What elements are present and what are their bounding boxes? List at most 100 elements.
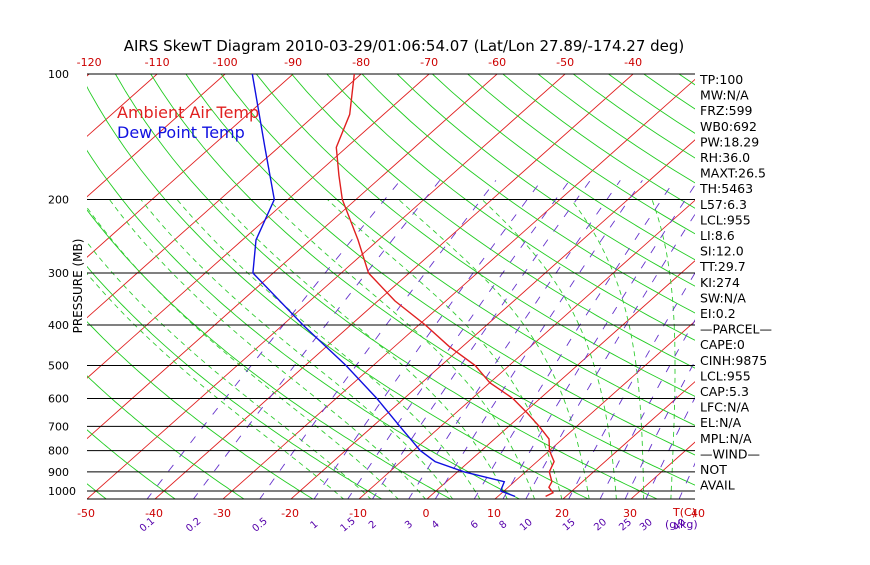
mixing-ratio-tick-label: 2 [367, 519, 379, 532]
moist-adiabat-line [56, 200, 372, 500]
stat-item: LCL:955 [700, 368, 751, 383]
mixing-ratio-tick-label: 8 [498, 519, 510, 532]
stat-item: CAPE:0 [700, 337, 745, 352]
stat-item: —WIND— [700, 446, 760, 461]
mixing-ratio-tick-label: 0.5 [251, 516, 270, 535]
moist-adiabat-line [81, 200, 399, 500]
dry-adiabat-line [789, 55, 870, 500]
isotherm-line [766, 65, 870, 500]
stat-item: TP:100 [699, 72, 743, 87]
mixing-ratio-line [474, 180, 675, 499]
bottom-temperature-tick-label: 0 [423, 507, 430, 520]
pressure-tick-label: 1000 [48, 485, 76, 498]
stat-item: SI:12.0 [700, 244, 744, 259]
top-temperature-tick-label: -120 [77, 56, 102, 69]
mixing-ratio-line [408, 180, 620, 499]
dry-adiabat-line [345, 55, 870, 500]
mixing-ratio-line [503, 180, 699, 499]
mixing-ratio-tick-label: 20 [592, 517, 609, 534]
isotherm-line [494, 65, 870, 500]
legend-dew-point-temp: Dew Point Temp [117, 123, 245, 142]
dry-adiabat-line [755, 55, 870, 500]
mixing-ratio-unit-label: (g/kg) [665, 518, 698, 531]
mixing-ratio-tick-label: 1 [309, 519, 321, 532]
pressure-tick-label: 400 [48, 319, 69, 332]
dry-adiabat-line [447, 55, 870, 500]
stat-item: MPL:N/A [700, 431, 752, 446]
moist-adiabat-line [141, 200, 453, 500]
top-temperature-tick-label: -110 [145, 56, 170, 69]
y-axis-label: PRESSURE (MB) [71, 239, 85, 334]
mixing-ratio-line [372, 180, 590, 499]
isotherm-line [18, 65, 508, 500]
stat-item: TH:5463 [699, 181, 753, 196]
dry-adiabat-line [857, 55, 870, 500]
mixing-ratio-tick-label: 3 [403, 519, 415, 532]
stat-item: LCL:955 [700, 212, 751, 227]
stat-item: EL:N/A [700, 415, 742, 430]
top-temperature-tick-label: -90 [284, 56, 302, 69]
top-temperature-tick-label: -80 [352, 56, 370, 69]
dry-adiabat-line [208, 55, 866, 500]
moist-adiabat-line [109, 200, 426, 500]
stat-item: KI:274 [700, 275, 740, 290]
pressure-tick-label: 600 [48, 392, 69, 405]
moist-adiabat-line [571, 200, 644, 500]
stat-item: LI:8.6 [700, 228, 735, 243]
stat-item: FRZ:599 [700, 103, 753, 118]
mixing-ratio-line [314, 180, 542, 499]
mixing-ratio-tick-label: 0.2 [184, 516, 203, 535]
stat-item: TT:29.7 [699, 259, 746, 274]
stat-item: MAXT:26.5 [700, 166, 766, 181]
top-temperature-tick-label: -70 [420, 56, 438, 69]
ambient-air-temp-line [336, 74, 554, 496]
stat-item: CINH:9875 [700, 353, 767, 368]
dry-adiabat-line [481, 55, 870, 500]
pressure-tick-label: 500 [48, 359, 69, 372]
dry-adiabat-line [652, 55, 870, 500]
pressure-tick-label: 900 [48, 466, 69, 479]
stat-item: WB0:692 [700, 119, 757, 134]
bottom-temperature-tick-label: 10 [487, 507, 501, 520]
bottom-temperature-tick-label: -30 [213, 507, 231, 520]
dry-adiabat-line [823, 55, 870, 500]
pressure-tick-label: 700 [48, 420, 69, 433]
dry-adiabat-line [379, 55, 870, 500]
bottom-temperature-tick-label: -50 [77, 507, 95, 520]
bottom-temperature-tick-label: 20 [555, 507, 569, 520]
top-temperature-tick-label: -50 [556, 56, 574, 69]
mixing-ratio-tick-label: 30 [638, 517, 655, 534]
moist-adiabat-line [219, 200, 508, 500]
pressure-tick-label: 200 [48, 194, 69, 207]
pressure-tick-label: 300 [48, 267, 69, 280]
legend-ambient-air-temp: Ambient Air Temp [117, 103, 259, 122]
stat-item: PW:18.29 [700, 134, 759, 149]
mixing-ratio-line [147, 180, 401, 499]
stat-item: AVAIL [700, 478, 735, 493]
stat-item: NOT [700, 462, 727, 477]
bottom-temperature-tick-label: -20 [281, 507, 299, 520]
top-temperature-tick-label: -100 [213, 56, 238, 69]
top-temperature-tick-label: -40 [624, 56, 642, 69]
top-temperature-tick-label: -60 [488, 56, 506, 69]
isotherm-line [0, 65, 32, 500]
stat-item: SW:N/A [700, 290, 746, 305]
stat-item: CAP:5.3 [700, 384, 749, 399]
chart-title: AIRS SkewT Diagram 2010-03-29/01:06:54.0… [124, 37, 685, 55]
stat-item: RH:36.0 [700, 150, 750, 165]
mixing-ratio-tick-label: 4 [430, 519, 442, 532]
stat-item: L57:6.3 [700, 197, 747, 212]
mixing-ratio-tick-label: 6 [469, 519, 481, 532]
isotherm-line [834, 65, 870, 500]
pressure-tick-label: 100 [48, 68, 69, 81]
mixing-ratio-tick-label: 10 [518, 517, 535, 534]
stat-item: EI:0.2 [700, 306, 736, 321]
stats-panel: TP:100MW:N/AFRZ:599WB0:692PW:18.29RH:36.… [699, 72, 772, 493]
pressure-tick-label: 800 [48, 445, 69, 458]
dry-adiabat-line [310, 55, 870, 500]
stat-item: MW:N/A [700, 88, 749, 103]
stat-item: —PARCEL— [700, 322, 772, 337]
stat-item: LFC:N/A [700, 400, 750, 415]
